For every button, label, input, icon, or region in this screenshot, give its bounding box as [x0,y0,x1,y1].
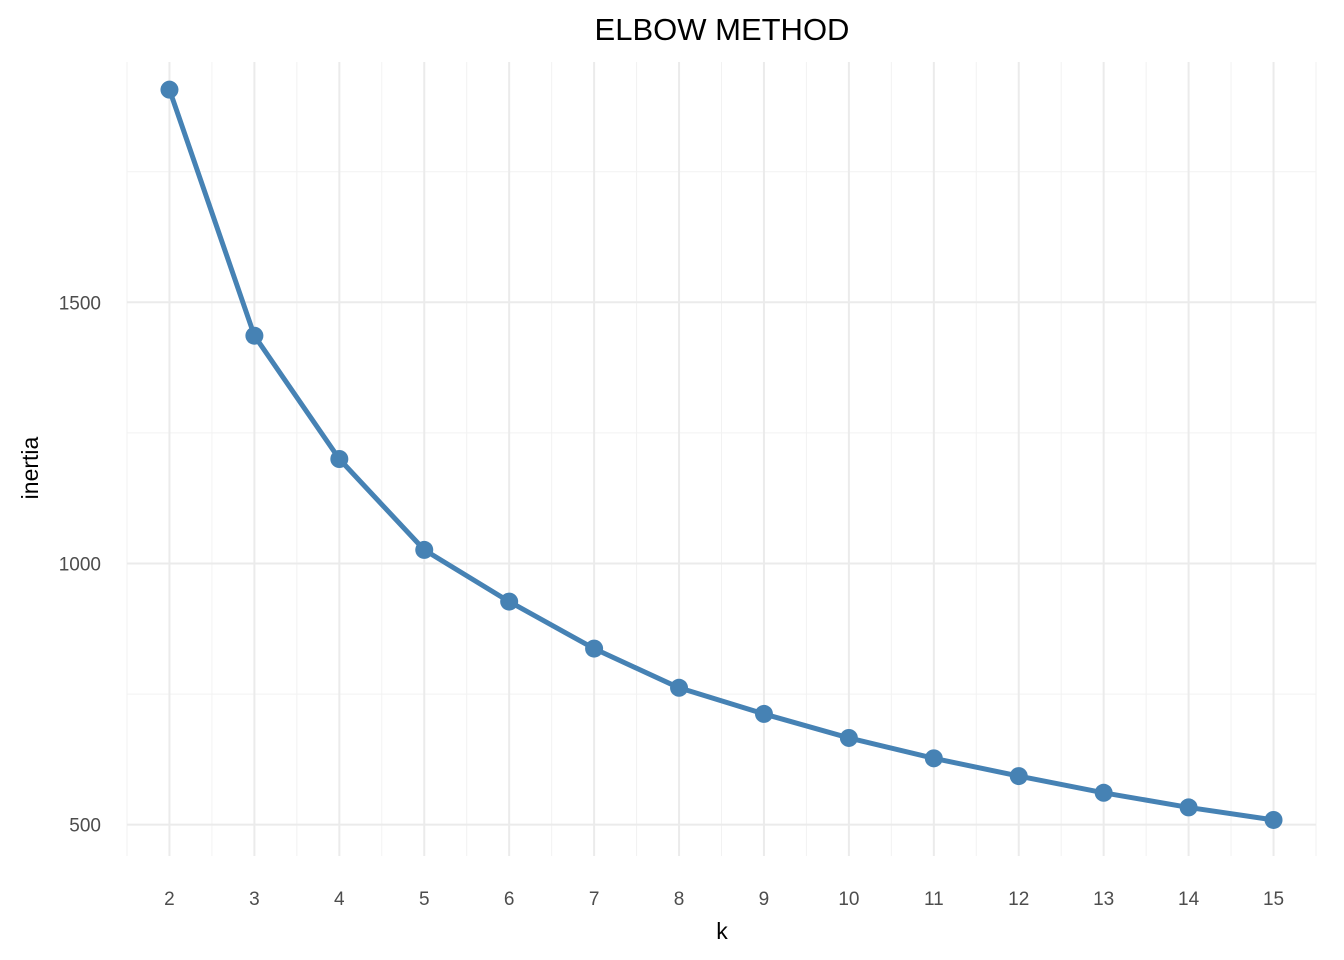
x-tick-label: 7 [589,889,600,910]
data-point [1009,767,1028,786]
data-point [160,80,179,99]
x-tick-label: 9 [759,889,770,910]
x-tick-label: 2 [164,889,175,910]
data-point [415,540,434,559]
x-tick-label: 11 [924,889,944,910]
x-tick-label: 3 [249,889,260,910]
x-tick-label: 5 [419,889,430,910]
y-tick-labels: 500 1000 1500 [59,293,101,836]
data-point [1179,798,1198,817]
x-axis-title: k [716,918,728,944]
x-tick-label: 13 [1093,889,1114,910]
grid [126,62,1317,856]
y-tick-label: 1500 [59,293,101,314]
x-tick-label: 4 [334,889,345,910]
series-line [166,87,1277,823]
x-tick-label: 8 [674,889,685,910]
data-point [585,639,604,658]
y-tick-label: 1000 [59,554,101,575]
y-tick-label: 500 [69,816,101,837]
series [160,80,1283,829]
data-point [924,749,943,768]
data-point [670,678,689,697]
data-point [839,728,858,747]
data-point [330,450,349,468]
x-tick-labels: 2 3 4 5 6 7 8 9 10 11 12 13 14 15 [164,889,1284,910]
data-point [500,592,519,611]
data-point [754,704,773,723]
x-tick-label: 10 [838,889,859,910]
data-point [1264,810,1283,829]
x-tick-label: 6 [504,889,515,910]
x-tick-label: 12 [1008,889,1029,910]
x-tick-label: 15 [1263,889,1284,910]
x-tick-label: 14 [1178,889,1200,910]
chart-title: ELBOW METHOD [595,12,850,47]
data-point [1094,783,1113,802]
y-axis-title: inertia [17,436,43,499]
data-point [245,326,264,345]
